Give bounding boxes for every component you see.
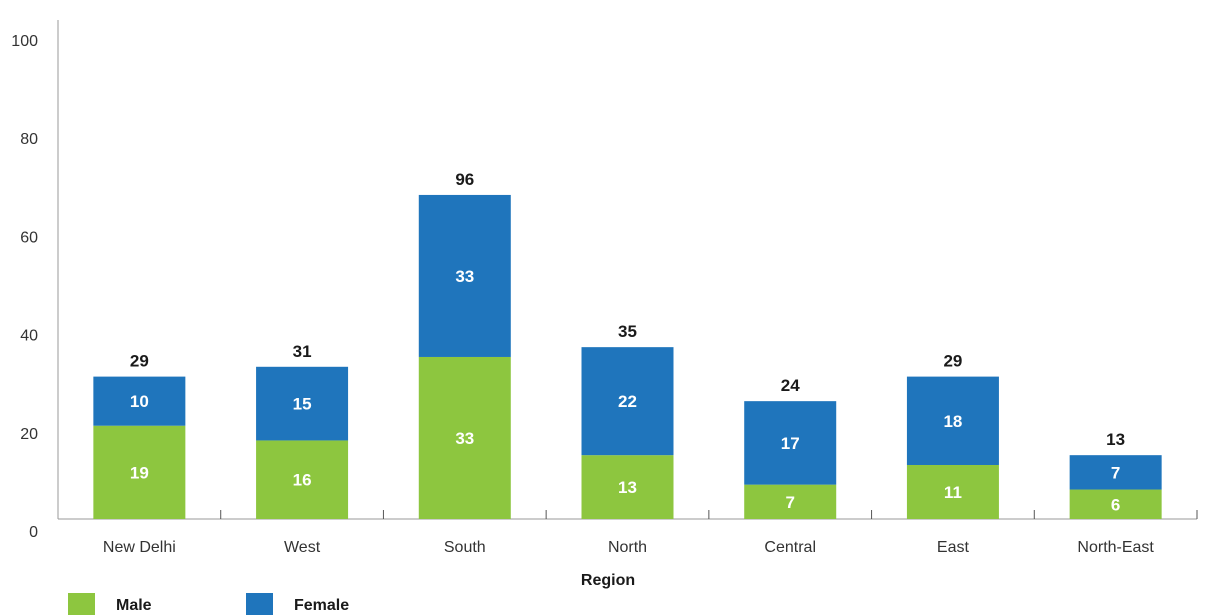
x-tick-label: North (608, 539, 647, 556)
segment-value-label: 10 (130, 392, 149, 411)
segment-value-label: 6 (1111, 495, 1120, 514)
x-tick-label: South (444, 539, 486, 556)
bar-segment-male (744, 484, 837, 519)
total-value-label: 24 (781, 376, 800, 395)
y-tick-label: 100 (11, 33, 38, 50)
total-value-label: 35 (618, 322, 637, 341)
segment-value-label: 7 (1111, 463, 1120, 482)
bar-segment-male (906, 464, 999, 519)
legend-item-female: Female (246, 593, 349, 615)
y-axis: 0 20 40 60 80 100 (11, 20, 59, 541)
bar-segment-female (744, 401, 837, 485)
legend-item-male: Male (68, 593, 152, 615)
bar-segment-female (418, 194, 511, 357)
bar-segment-male (418, 356, 511, 519)
segment-value-label: 18 (943, 412, 962, 431)
segment-value-label: 16 (293, 471, 312, 490)
x-tick-label: New Delhi (103, 539, 176, 556)
segment-value-label: 13 (618, 478, 637, 497)
total-value-label: 13 (1106, 430, 1125, 449)
legend-label: Female (294, 597, 349, 614)
bar-segment-female (93, 376, 186, 426)
legend-label: Male (116, 597, 152, 614)
total-value-label: 29 (943, 352, 962, 371)
bar-segment-male (1069, 489, 1162, 519)
y-tick-label: 20 (20, 426, 38, 443)
segment-value-label: 22 (618, 392, 637, 411)
segment-value-label: 33 (455, 267, 474, 286)
data-labels: 19 10 29 16 15 31 33 33 96 13 22 35 7 17 24 11 18 29 6 7 13 (130, 170, 1125, 514)
y-tick-label: 40 (20, 328, 38, 345)
total-value-label: 31 (293, 342, 312, 361)
x-axis: New Delhi West South North Central East North-… (58, 510, 1198, 556)
x-tick-label: Central (764, 539, 816, 556)
x-tick-label: North-East (1077, 539, 1154, 556)
segment-value-label: 7 (785, 493, 794, 512)
segment-value-label: 33 (455, 429, 474, 448)
y-tick-label: 0 (29, 524, 38, 541)
y-tick-label: 60 (20, 229, 38, 246)
segment-value-label: 11 (944, 483, 962, 502)
bar-segment-male (581, 455, 674, 519)
bar-segment-male (93, 425, 186, 519)
segment-value-label: 19 (130, 463, 149, 482)
segment-value-label: 17 (781, 434, 800, 453)
x-tick-label: East (937, 539, 970, 556)
y-tick-label: 80 (20, 131, 38, 148)
bar-segment-female (1069, 455, 1162, 490)
segment-value-label: 15 (293, 395, 312, 414)
legend-swatch (68, 593, 95, 615)
bar-segment-female (256, 366, 349, 441)
bar-segment-male (256, 440, 349, 519)
total-value-label: 96 (455, 170, 474, 189)
x-tick-label: West (284, 539, 321, 556)
bar-segment-female (906, 376, 999, 465)
total-value-label: 29 (130, 352, 149, 371)
x-axis-title: Region (581, 572, 635, 589)
legend-swatch (246, 593, 273, 615)
legend: Male Female (68, 593, 349, 615)
bar-segment-female (581, 347, 674, 456)
bars (93, 194, 1162, 519)
